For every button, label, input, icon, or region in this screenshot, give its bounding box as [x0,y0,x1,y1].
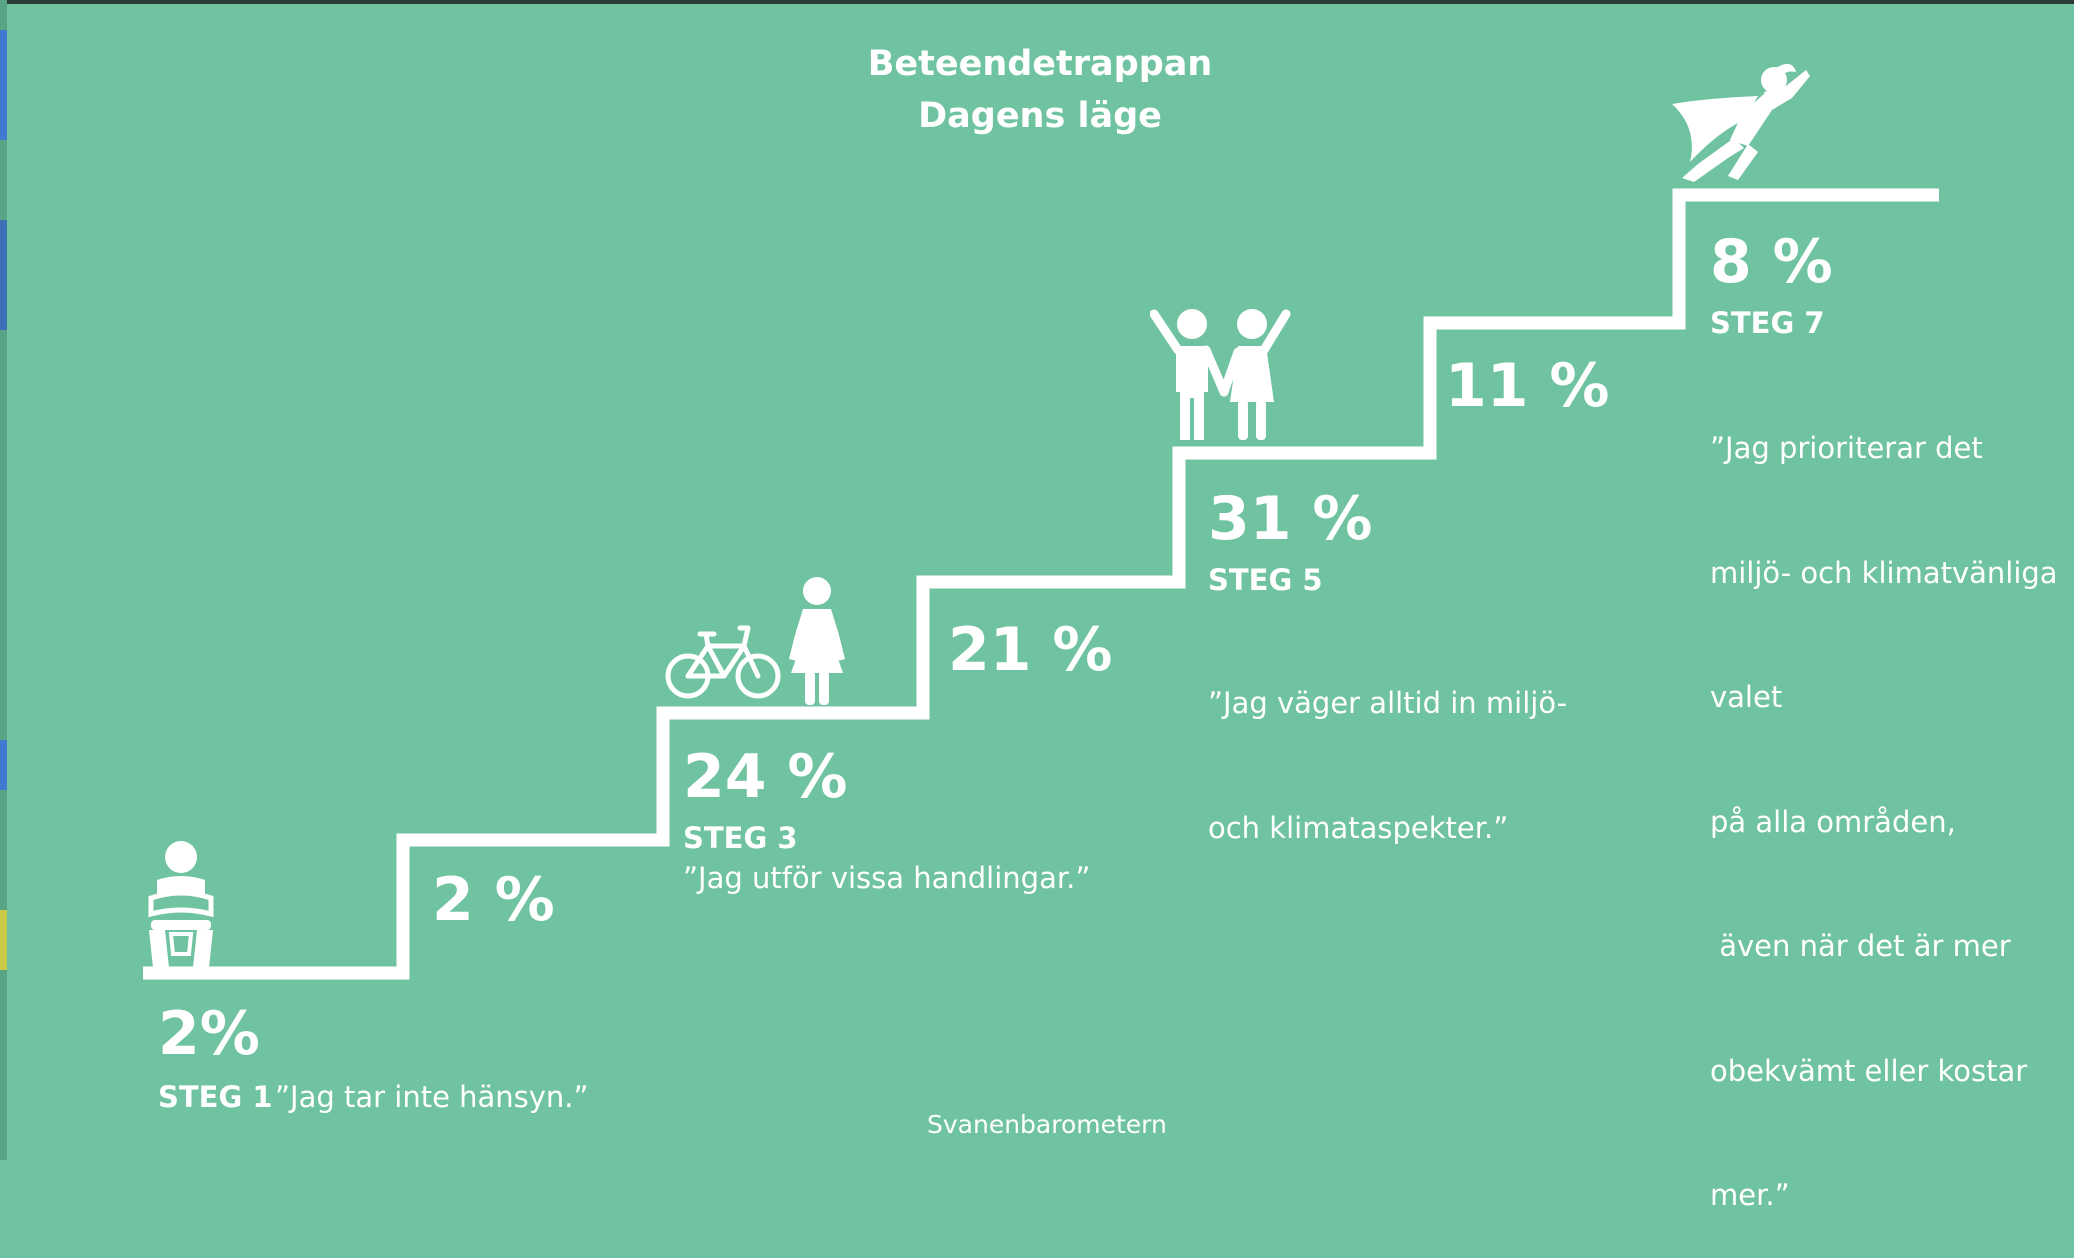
step-7-quote-line: på alla områden, [1710,804,1956,839]
top-border [0,0,2074,4]
woman-icon [789,577,845,705]
step-2-percent: 2 % [432,865,555,935]
staircase-line [143,188,1939,980]
step-3-quote: ”Jag utför vissa handlingar.” [683,861,1091,895]
step-5-quote-line: och klimataspekter.” [1208,810,1509,845]
step-7-quote-line: ”Jag prioriterar det [1710,431,1983,465]
step-7-quote-line: mer.” [1710,1178,1790,1212]
step-7-percent: 8 % [1710,227,1833,297]
step-1-quote: ”Jag tar inte hänsyn.” [275,1080,589,1114]
step-5-quote-line: ”Jag väger alltid in miljö- [1208,686,1568,720]
left-edge-segment [0,30,7,140]
left-edge-strip [0,0,7,1160]
step-5-label: STEG 5 [1208,563,1323,597]
step-7-quote-line: även när det är mer [1710,929,2011,963]
staircase [143,188,1939,980]
step-7-quote-line: miljö- och klimatvänliga [1710,555,2058,590]
couple-icon [1150,309,1291,440]
step-5-percent: 31 % [1208,484,1373,554]
step-7-quote: ”Jag prioriterar det miljö- och klimatvä… [1710,345,2058,1258]
step-7-quote-line: obekvämt eller kostar [1710,1053,2028,1088]
superhero-icon [1672,63,1810,182]
bicycle-icon [665,625,781,699]
title-line-1: Beteendetrappan [867,44,1213,84]
left-edge-segment [0,740,7,790]
step-3-percent: 24 % [683,742,848,812]
step-1-percent: 2% [158,999,260,1069]
title-line-2: Dagens läge [918,96,1162,136]
step-3-label: STEG 3 [683,821,798,855]
left-edge-segment [0,220,7,330]
step-5-quote: ”Jag väger alltid in miljö- och klimatas… [1208,600,1567,891]
step-7-label: STEG 7 [1710,306,1825,340]
step-6-percent: 11 % [1445,351,1610,421]
step-7-quote-line: valet [1710,680,1783,714]
diagram-title: Beteendetrappan Dagens läge [740,38,1340,142]
left-edge-segment [0,910,7,970]
step-4-percent: 21 % [948,615,1113,685]
seated-person-icon [148,841,214,968]
step-1-label: STEG 1 [158,1080,273,1114]
source-label: Svanenbarometern [927,1110,1167,1139]
